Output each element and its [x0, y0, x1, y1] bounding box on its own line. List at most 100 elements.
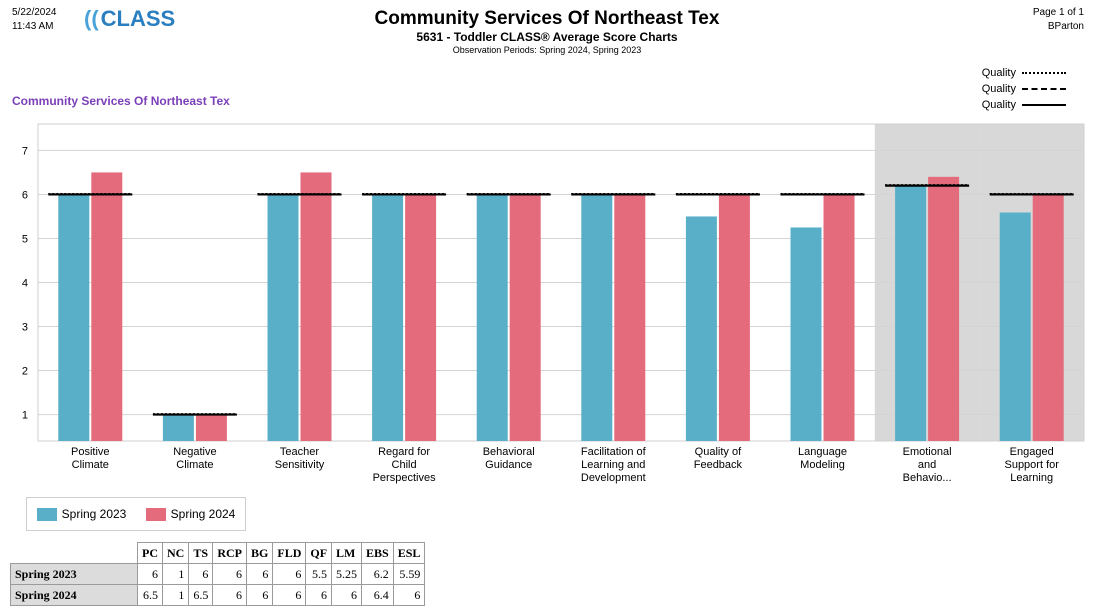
bar-spring-2023: [895, 185, 927, 441]
legend-label-spring-2024: Spring 2024: [170, 507, 236, 521]
table-cell: 6: [246, 563, 274, 585]
quality-legend-label: Quality: [981, 99, 1016, 111]
bar-spring-2024: [300, 172, 332, 442]
legend-item-spring-2023: Spring 2023: [36, 507, 127, 521]
table-cell: 1: [161, 584, 190, 606]
page-info: Page 1 of 1 BParton: [1033, 6, 1084, 34]
x-category-label-line: Behavioral: [483, 446, 535, 458]
report-time: 11:43 AM: [12, 21, 54, 32]
table-cell: 6.5: [188, 584, 214, 606]
x-category-label-line: Sensitivity: [275, 459, 325, 471]
x-category-label-line: Development: [581, 472, 646, 484]
bar-spring-2024: [1032, 194, 1064, 441]
report-title: Community Services Of Northeast Tex: [374, 8, 720, 29]
x-category-label: Quality of Feedback: [694, 446, 743, 471]
plot-area: [37, 123, 1085, 442]
table-cell: 6: [212, 563, 248, 585]
x-category-label: Regard for Child Perspectives: [373, 446, 436, 484]
quality-legend-dotted: Quality: [982, 65, 1066, 81]
table-cell: 6: [212, 584, 248, 606]
observation-periods: Observation Periods: Spring 2024, Spring…: [452, 45, 642, 55]
table-column-header: ESL: [392, 542, 426, 564]
quality-legend-label: Quality: [981, 67, 1016, 79]
bar-spring-2024: [405, 194, 437, 441]
table-cell: 6: [272, 584, 307, 606]
x-category-label: Engaged Support for Learning: [1004, 446, 1059, 484]
quality-legend-solid: Quality: [982, 97, 1066, 113]
bar-spring-2023: [790, 227, 822, 441]
bar-spring-2024: [823, 194, 855, 441]
x-category-label-line: Learning and: [581, 459, 645, 471]
x-category-label: Positive Climate: [71, 446, 110, 471]
table-row-label: Spring 2024: [10, 584, 138, 606]
table-row-label: Spring 2023: [10, 563, 138, 585]
table-column-header: NC: [161, 542, 190, 564]
x-category-label-line: and: [918, 459, 936, 471]
bar-spring-2023: [267, 194, 299, 441]
table-column-header: EBS: [361, 542, 394, 564]
legend-swatch-spring-2024: [145, 507, 166, 521]
table-cell: 6: [392, 584, 426, 606]
x-category-label: Negative Climate: [173, 446, 216, 471]
x-category-label-line: Positive: [71, 446, 110, 458]
x-category-label-line: Perspectives: [373, 472, 436, 484]
table-cell: 6.5: [137, 584, 163, 606]
bar-spring-2024: [718, 194, 750, 441]
y-tick-label: 5: [22, 233, 28, 245]
logo-mark: ((: [84, 6, 99, 31]
bar-spring-2023: [999, 212, 1031, 441]
bar-spring-2024: [928, 176, 960, 442]
y-tick-label: 2: [22, 366, 28, 378]
y-tick-label: 7: [22, 145, 28, 157]
page-number: Page 1 of 1: [1032, 7, 1084, 18]
table-cell: 6.2: [361, 563, 394, 585]
x-category-label-line: Language: [798, 446, 847, 458]
solid-line-icon: [1022, 104, 1066, 106]
report-date: 5/22/2024: [12, 7, 57, 18]
bar-spring-2024: [195, 414, 227, 441]
x-category-label-line: Feedback: [694, 459, 743, 471]
bar-spring-2023: [372, 194, 404, 441]
table-column-header: BG: [246, 542, 274, 564]
quality-legend-dashed: Quality: [982, 81, 1066, 97]
report-datetime: 5/22/2024 11:43 AM: [12, 6, 57, 34]
x-category-label: Behavioral Guidance: [483, 446, 535, 471]
table-cell: 5.25: [331, 563, 363, 585]
x-category-label: Facilitation of Learning and Development: [581, 446, 647, 484]
x-category-label-line: Emotional: [903, 446, 952, 458]
y-tick-label: 1: [22, 410, 28, 422]
bar-spring-2024: [614, 194, 646, 441]
x-category-label-line: Quality of: [695, 446, 742, 458]
table-column-header: TS: [188, 542, 214, 564]
table-cell: 6: [246, 584, 274, 606]
table-cell: 1: [161, 563, 190, 585]
table-column-header: RCP: [212, 542, 248, 564]
y-tick-label: 4: [22, 278, 28, 290]
bar-spring-2023: [162, 414, 194, 441]
series-legend: Spring 2023 Spring 2024: [26, 497, 246, 531]
x-category-label-line: Child: [392, 459, 417, 471]
table-column-header: PC: [137, 542, 163, 564]
table-column-header: LM: [331, 542, 363, 564]
report-subtitle: 5631 - Toddler CLASS® Average Score Char…: [416, 30, 678, 44]
table-header-row: PC NC TS RCP BG FLD QF LM EBS ESL: [10, 542, 426, 564]
legend-swatch-spring-2023: [36, 507, 57, 521]
table-column-header: QF: [305, 542, 333, 564]
y-tick-label: 6: [22, 189, 28, 201]
class-logo: ((CLASS: [84, 6, 175, 32]
quality-legend: Quality Quality Quality: [982, 65, 1066, 113]
legend-label-spring-2023: Spring 2023: [61, 507, 127, 521]
x-category-label-line: Engaged: [1010, 446, 1054, 458]
bar-spring-2023: [685, 216, 717, 441]
table-cell: 6.4: [361, 584, 394, 606]
report-title-block: Community Services Of Northeast Tex 5631…: [0, 8, 1094, 56]
x-category-label-line: Guidance: [485, 459, 532, 471]
x-category-label-line: Modeling: [800, 459, 845, 471]
x-category-label-line: Negative: [173, 446, 216, 458]
table-cell: 6: [305, 584, 333, 606]
table-cell: 6: [331, 584, 363, 606]
x-category-label-line: Climate: [72, 459, 109, 471]
x-category-label-line: Regard for: [378, 446, 430, 458]
table-cell: 6: [272, 563, 307, 585]
